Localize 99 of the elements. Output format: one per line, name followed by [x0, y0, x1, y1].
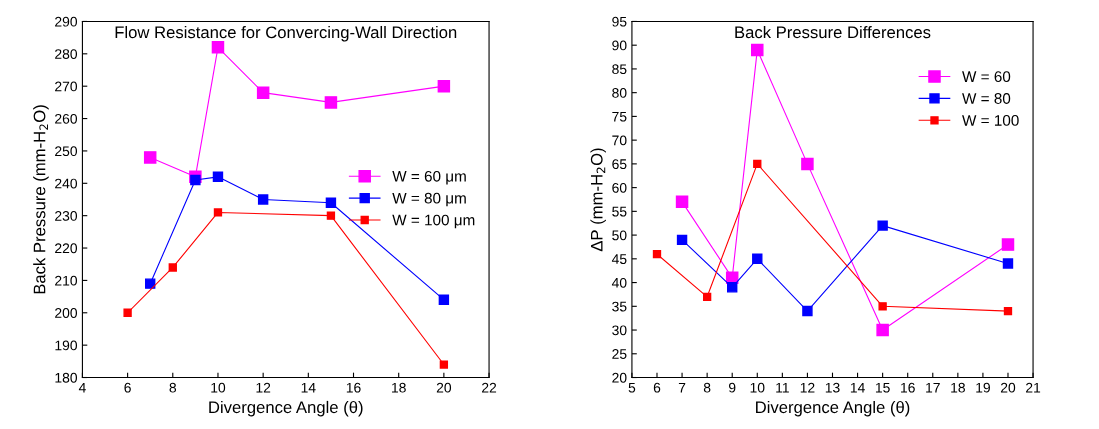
point: [675, 195, 689, 209]
point: [752, 253, 763, 265]
point: [324, 96, 338, 109]
y-tick-label: 180: [55, 372, 78, 383]
point: [168, 263, 177, 272]
y-tick-label: 65: [612, 159, 627, 170]
x-tick-label: 17: [926, 382, 940, 393]
x-tick-label: 12: [800, 382, 815, 393]
x-tick-label: 19: [976, 382, 990, 393]
y-tick-label: 230: [55, 211, 78, 221]
point: [878, 302, 887, 311]
legend-label: W = 100: [962, 114, 1019, 126]
point: [123, 308, 132, 317]
y-tick-label: 45: [611, 254, 627, 264]
point: [439, 360, 449, 369]
point: [877, 220, 888, 231]
x-tick-label: 8: [169, 382, 177, 393]
point: [326, 211, 336, 220]
y-tick-label: 210: [55, 275, 78, 286]
x-axis-title: Divergence Angle (θ): [756, 400, 910, 417]
point: [802, 305, 813, 317]
point: [325, 197, 337, 208]
y-tick-label: 200: [55, 308, 78, 318]
point: [256, 86, 270, 99]
x-tick-label: 15: [875, 382, 890, 393]
point: [257, 194, 269, 205]
point: [438, 294, 450, 306]
point: [876, 323, 889, 337]
point: [190, 174, 201, 186]
y-tick-label: 240: [55, 178, 78, 189]
y-tick-label: 60: [612, 182, 627, 193]
x-tick-label: 4: [78, 382, 86, 393]
x-tick-label: 6: [124, 382, 131, 393]
y-tick-label: 75: [612, 111, 627, 122]
point: [751, 43, 764, 57]
point: [652, 249, 662, 259]
point: [676, 234, 688, 246]
y-tick-label: 280: [55, 49, 78, 59]
y-tick-label: 55: [612, 206, 627, 217]
x-tick-label: 10: [750, 382, 765, 393]
y-tick-label: 220: [55, 243, 78, 254]
point: [702, 292, 712, 301]
point: [1003, 306, 1013, 316]
point: [1002, 258, 1014, 269]
x-tick-label: 20: [1000, 382, 1016, 393]
y-tick-label: 90: [612, 40, 627, 51]
y-tick-label: 50: [612, 230, 627, 241]
point: [437, 79, 451, 93]
y-tick-label: 190: [55, 340, 78, 351]
y-tick-label: 25: [612, 349, 627, 359]
y-tick-label: 250: [55, 146, 78, 157]
x-axis-title: Divergence Angle (θ): [209, 400, 363, 417]
x-tick-label: 16: [901, 382, 915, 393]
x-tick-label: 16: [346, 382, 361, 393]
y-tick-label: 290: [55, 16, 78, 27]
x-tick-label: 7: [678, 382, 686, 393]
point: [726, 282, 738, 293]
y-axis-title: ΔP (mm-H$_{2}$O): [590, 148, 606, 252]
x-tick-label: 12: [256, 382, 271, 393]
x-tick-label: 11: [776, 382, 789, 393]
y-axis-title: Back Pressure (mm-H$_{2}$O): [33, 105, 49, 294]
chart-title: Flow Resistance for Convercing-Wall Direction: [115, 25, 457, 42]
legend-label: W = 60 μm: [392, 170, 466, 185]
point: [212, 171, 224, 183]
x-tick-label: 18: [392, 382, 406, 393]
x-tick-label: 14: [301, 382, 316, 393]
legend-label: W = 80: [962, 93, 1011, 104]
y-tick-label: 85: [612, 64, 627, 75]
x-tick-label: 18: [951, 382, 965, 393]
x-tick-label: 5: [628, 382, 636, 393]
x-tick-label: 8: [703, 382, 711, 393]
point: [211, 41, 225, 54]
point: [143, 151, 157, 164]
legend-label: W = 100 μm: [392, 214, 475, 229]
y-tick-label: 270: [55, 81, 78, 92]
chart-title: Back Pressure Differences: [735, 25, 931, 39]
x-tick-label: 20: [436, 382, 452, 393]
legend-label: W = 80 μm: [392, 192, 466, 207]
point: [1001, 238, 1015, 251]
x-tick-label: 14: [850, 382, 865, 393]
x-tick-label: 22: [482, 382, 497, 393]
y-tick-label: 95: [612, 16, 627, 27]
y-tick-label: 40: [611, 277, 627, 288]
y-tick-label: 35: [612, 301, 627, 312]
x-tick-label: 13: [825, 382, 840, 393]
point: [144, 278, 156, 289]
x-tick-label: 10: [211, 382, 226, 393]
y-tick-label: 80: [612, 88, 627, 98]
x-tick-label: 9: [729, 382, 736, 393]
point: [753, 159, 762, 169]
point: [213, 208, 223, 217]
legend-label: W = 60: [962, 71, 1011, 83]
x-tick-label: 6: [653, 382, 661, 393]
x-tick-label: 21: [1026, 382, 1041, 393]
y-tick-label: 70: [612, 135, 627, 146]
y-tick-label: 20: [612, 372, 627, 383]
y-tick-label: 260: [55, 113, 78, 124]
point: [801, 157, 814, 171]
y-tick-label: 30: [612, 325, 627, 336]
